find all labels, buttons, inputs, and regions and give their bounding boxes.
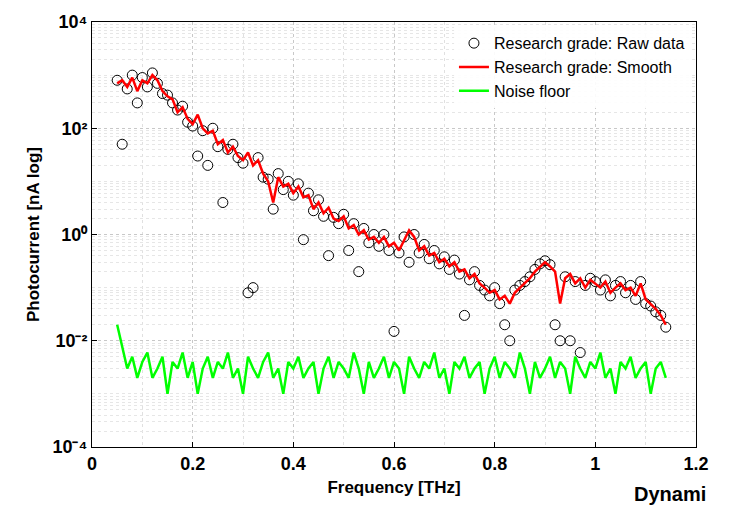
svg-text:0.8: 0.8	[482, 454, 507, 474]
svg-text:0.4: 0.4	[281, 454, 306, 474]
svg-text:10²: 10²	[61, 119, 87, 139]
svg-text:10⁻²: 10⁻²	[55, 331, 87, 351]
svg-text:Photocurrent [nA log]: Photocurrent [nA log]	[24, 147, 43, 322]
svg-text:0.6: 0.6	[381, 454, 406, 474]
svg-text:0.2: 0.2	[180, 454, 205, 474]
svg-text:Research grade: Raw data: Research grade: Raw data	[494, 35, 684, 52]
svg-text:10⁻⁴: 10⁻⁴	[52, 437, 87, 457]
svg-text:10⁴: 10⁴	[58, 12, 87, 32]
svg-text:0: 0	[87, 454, 97, 474]
svg-text:Noise floor: Noise floor	[494, 83, 571, 100]
svg-text:Dynami: Dynami	[634, 483, 706, 505]
svg-text:1: 1	[590, 454, 600, 474]
svg-text:1.2: 1.2	[683, 454, 708, 474]
svg-text:Research grade: Smooth: Research grade: Smooth	[494, 59, 672, 76]
svg-text:Frequency [THz]: Frequency [THz]	[327, 478, 460, 497]
svg-text:10⁰: 10⁰	[61, 225, 88, 245]
